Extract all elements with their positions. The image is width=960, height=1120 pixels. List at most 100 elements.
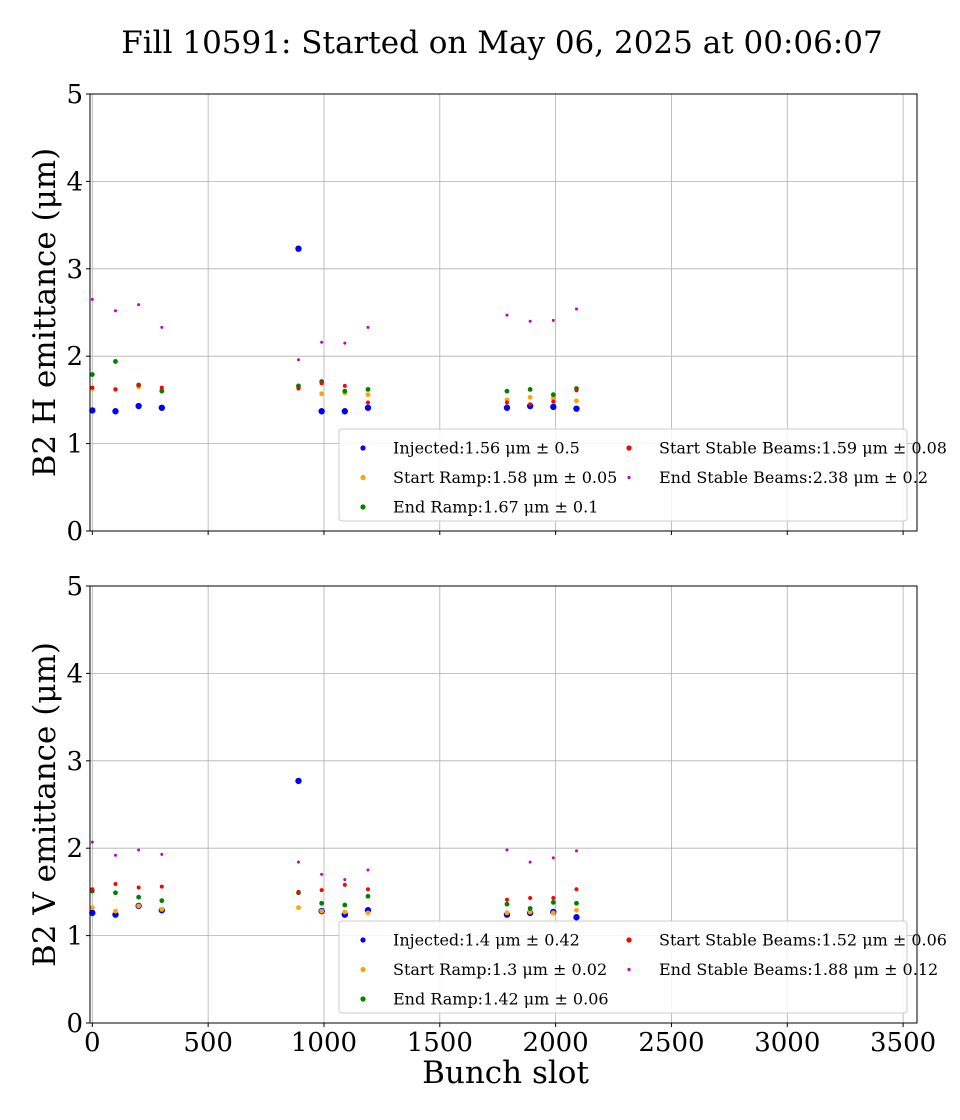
legend-box — [338, 920, 908, 1014]
legend-marker — [360, 474, 366, 481]
data-point — [160, 852, 164, 856]
data-point — [574, 887, 579, 892]
legend-entry: End Ramp:1.42 μm ± 0.06 — [393, 990, 609, 1009]
legend-marker — [626, 937, 632, 943]
data-point — [136, 894, 142, 900]
data-point — [136, 885, 141, 890]
data-point — [296, 905, 301, 911]
axes-frame — [89, 585, 918, 1024]
data-point — [320, 872, 324, 876]
data-point — [550, 899, 556, 905]
data-point — [551, 318, 555, 322]
data-point — [137, 848, 141, 852]
data-point — [504, 901, 510, 907]
y-tick-label: 4 — [66, 167, 83, 197]
data-point — [342, 383, 347, 388]
series-end-ramp — [89, 359, 579, 398]
data-point — [364, 404, 372, 411]
data-point — [366, 868, 370, 872]
legend-marker — [360, 504, 366, 510]
x-tick-label: 3000 — [754, 1028, 820, 1058]
data-point — [574, 307, 578, 311]
data-point — [365, 887, 370, 892]
x-axis-label: Bunch slot — [422, 1055, 589, 1091]
panel-1: 0 1 2 3 4 5 B2 H emittance (μm) Injected:1.56 μ… — [27, 80, 947, 547]
legend-marker — [360, 996, 366, 1002]
data-point — [89, 905, 95, 911]
x-tick-label: 1000 — [291, 1028, 357, 1058]
series-start-stable-beams — [90, 882, 579, 902]
data-point — [527, 906, 533, 911]
data-point — [342, 902, 348, 908]
data-point — [318, 408, 325, 415]
legend-entry: End Stable Beams:1.88 μm ± 0.12 — [659, 960, 938, 979]
y-tick-label: 3 — [66, 255, 83, 285]
legend-marker — [626, 445, 632, 451]
x-tick-label: 3500 — [870, 1028, 936, 1058]
data-point — [574, 907, 579, 913]
figure-title: Fill 10591: Started on May 06, 2025 at 0… — [121, 25, 883, 61]
data-point — [574, 388, 579, 393]
series-start-stable-beams — [90, 381, 579, 407]
data-point — [319, 381, 324, 386]
data-point — [159, 385, 164, 390]
data-point — [158, 404, 166, 411]
data-point — [90, 385, 95, 390]
data-point — [296, 889, 301, 894]
data-point — [113, 387, 118, 392]
data-point — [550, 910, 556, 916]
data-point — [319, 888, 324, 893]
data-point — [295, 777, 302, 785]
series-start-ramp — [89, 903, 579, 916]
legend-marker — [627, 967, 631, 972]
y-tick-label: 5 — [66, 572, 83, 602]
legend-entry: Start Stable Beams:1.59 μm ± 0.08 — [659, 439, 947, 458]
legend-marker — [360, 445, 366, 451]
data-point — [113, 309, 117, 313]
data-point — [319, 391, 325, 397]
data-point — [296, 386, 301, 391]
y-tick-label: 2 — [66, 834, 83, 864]
legend-marker — [627, 475, 631, 480]
y-tick-label: 5 — [66, 80, 83, 110]
data-point — [527, 387, 533, 392]
legend-entry: Injected:1.4 μm ± 0.42 — [393, 931, 580, 950]
legend-entry: End Ramp:1.67 μm ± 0.1 — [393, 498, 598, 517]
data-point — [160, 325, 164, 329]
data-point — [551, 399, 556, 404]
series-end-stable-beams — [90, 840, 578, 882]
data-point — [527, 394, 533, 400]
data-point — [136, 903, 142, 909]
data-point — [550, 395, 556, 401]
panel-2: 0 1 2 3 4 5 0 500 1000 1500 2000 2500 3000 3500 B2 V e… — [27, 572, 947, 1091]
legend: Injected:1.4 μm ± 0.42 Start Ramp:1.3 μm … — [338, 920, 947, 1014]
axes-frame — [89, 93, 918, 532]
data-point — [503, 404, 511, 411]
series-end-ramp — [89, 888, 579, 911]
data-point — [319, 900, 325, 906]
y-tick-label: 1 — [66, 922, 83, 952]
data-point — [159, 884, 164, 889]
data-point — [112, 408, 119, 415]
data-point — [90, 297, 94, 301]
data-point — [365, 400, 370, 405]
data-point — [528, 402, 533, 407]
data-point — [550, 403, 557, 411]
legend-entry: Injected:1.56 μm ± 0.5 — [393, 439, 580, 458]
data-point — [504, 897, 509, 902]
data-point — [343, 341, 347, 345]
data-point — [551, 856, 555, 860]
data-point — [136, 383, 141, 388]
data-point — [528, 860, 532, 864]
data-point — [137, 303, 141, 307]
data-point — [159, 898, 165, 904]
data-point — [112, 911, 119, 918]
data-point — [159, 906, 165, 912]
data-point — [342, 909, 348, 915]
data-point — [320, 340, 324, 344]
data-point — [504, 388, 510, 394]
y-tick-label: 0 — [66, 517, 83, 547]
series-injected — [89, 245, 580, 415]
y-tick-label: 3 — [66, 747, 83, 777]
x-tick-label: 0 — [84, 1028, 101, 1058]
